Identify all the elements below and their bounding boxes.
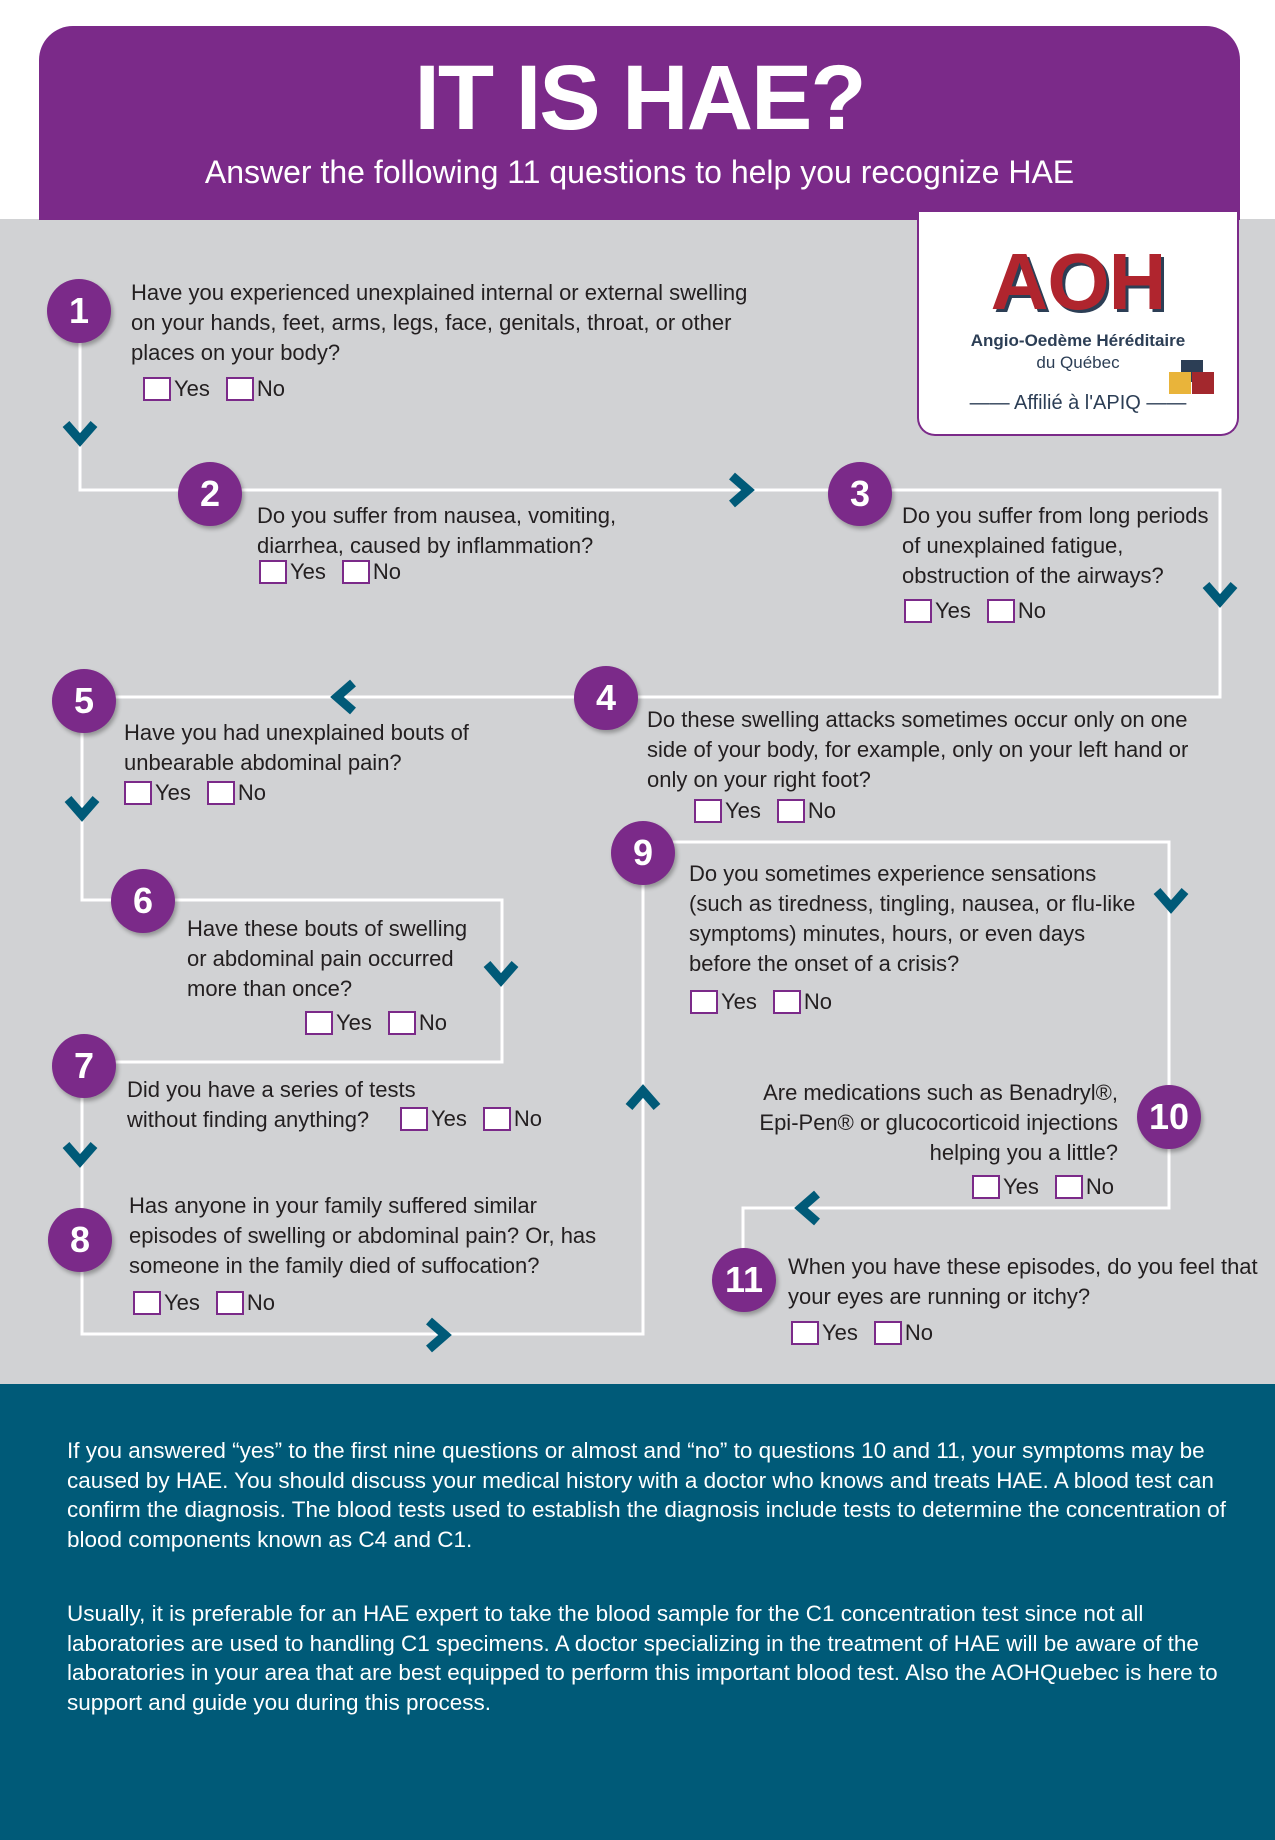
question-6-text: Have these bouts of swelling or abdomina… [187, 916, 468, 1001]
step-10-badge: 10 [1137, 1085, 1201, 1149]
yes-checkbox[interactable] [124, 781, 152, 805]
answer-3: Yes No [904, 598, 1046, 624]
logo-subtitle: Angio-Oedème Héréditaire du Québec [970, 331, 1186, 372]
step-1-badge: 1 [47, 279, 111, 343]
no-checkbox[interactable] [482, 1107, 511, 1131]
aoh-logo: AOH Angio-Oedème Héréditaire du Québec ——… [917, 212, 1239, 436]
yes-checkbox[interactable] [694, 799, 722, 823]
logo-wordmark: AOH [990, 237, 1167, 326]
no-checkbox[interactable] [225, 377, 254, 401]
step-7-badge: 7 [52, 1034, 116, 1098]
chevron-left-icon [330, 679, 356, 715]
question-5-text: Have you had unexplained bouts of unbear… [124, 720, 469, 775]
no-checkbox[interactable] [1054, 1175, 1083, 1199]
step-4-badge: 4 [574, 666, 638, 730]
chevron-down-icon [62, 421, 98, 447]
step-9-badge: 9 [611, 821, 675, 885]
no-checkbox[interactable] [986, 599, 1015, 623]
page-title: IT IS HAE? [414, 47, 866, 149]
answer-9: Yes No [690, 989, 832, 1015]
no-checkbox[interactable] [772, 990, 801, 1014]
yes-checkbox[interactable] [133, 1291, 161, 1315]
footer-paragraph-1: If you answered “yes” to the first nine … [67, 1438, 1227, 1552]
no-checkbox[interactable] [776, 799, 805, 823]
question-9-text: Do you sometimes experience sensations (… [689, 861, 1136, 976]
question-8-text: Has anyone in your family suffered simil… [129, 1193, 597, 1278]
no-checkbox[interactable] [206, 781, 235, 805]
chevron-right-icon [729, 472, 755, 508]
answer-4: Yes No [694, 798, 836, 824]
chevron-down-icon [483, 961, 519, 987]
step-8-badge: 8 [48, 1208, 112, 1272]
chevron-down-icon [1202, 582, 1238, 608]
question-1-text: Have you experienced unexplained interna… [131, 280, 748, 365]
question-11-text: When you have these episodes, do you fee… [788, 1254, 1258, 1309]
step-3-badge: 3 [828, 462, 892, 526]
yes-checkbox[interactable] [791, 1321, 819, 1345]
answer-2: Yes No [259, 559, 401, 585]
chevron-right-icon [426, 1317, 452, 1353]
header-banner: IT IS HAE? Answer the following 11 quest… [39, 26, 1240, 220]
footer-paragraph-2: Usually, it is preferable for an HAE exp… [67, 1601, 1218, 1715]
step-5-badge: 5 [52, 669, 116, 733]
flow-line [78, 311, 1222, 1336]
answer-10: Yes No [972, 1174, 1114, 1200]
step-6-badge: 6 [111, 869, 175, 933]
answer-7: Yes No [400, 1106, 542, 1132]
question-10-text: Are medications such as Benadryl®, Epi-P… [759, 1080, 1118, 1165]
footer-info: If you answered “yes” to the first nine … [0, 1384, 1275, 1840]
no-checkbox[interactable] [341, 560, 370, 584]
yes-checkbox[interactable] [690, 990, 718, 1014]
chevron-down-icon [62, 1142, 98, 1168]
question-2-text: Do you suffer from nausea, vomiting, dia… [257, 503, 617, 558]
chevron-down-icon [64, 796, 100, 822]
question-3-text: Do you suffer from long periods of unexp… [902, 503, 1209, 588]
answer-1: Yes No [143, 376, 285, 402]
logo-square-red [1192, 372, 1214, 394]
no-checkbox[interactable] [873, 1321, 902, 1345]
yes-checkbox[interactable] [259, 560, 287, 584]
step-11-badge: 11 [712, 1248, 776, 1312]
answer-5: Yes No [124, 780, 266, 806]
chevron-left-icon [794, 1190, 820, 1226]
answer-11: Yes No [791, 1320, 933, 1346]
logo-square-yellow [1169, 372, 1191, 394]
chevron-up-icon [625, 1084, 661, 1110]
page-subtitle: Answer the following 11 questions to hel… [204, 154, 1075, 190]
yes-checkbox[interactable] [143, 377, 171, 401]
question-7-text: Did you have a series of tests without f… [127, 1077, 416, 1132]
answer-6: Yes No [305, 1010, 447, 1036]
chevron-down-icon [1153, 888, 1189, 914]
no-checkbox[interactable] [215, 1291, 244, 1315]
question-4-text: Do these swelling attacks sometimes occu… [647, 707, 1189, 792]
yes-checkbox[interactable] [904, 599, 932, 623]
logo-affiliation: —— Affilié à l'APIQ —— [969, 392, 1187, 414]
yes-checkbox[interactable] [972, 1175, 1000, 1199]
yes-checkbox[interactable] [305, 1011, 333, 1035]
no-checkbox[interactable] [387, 1011, 416, 1035]
yes-checkbox[interactable] [400, 1107, 428, 1131]
step-2-badge: 2 [178, 462, 242, 526]
answer-8: Yes No [133, 1290, 275, 1316]
